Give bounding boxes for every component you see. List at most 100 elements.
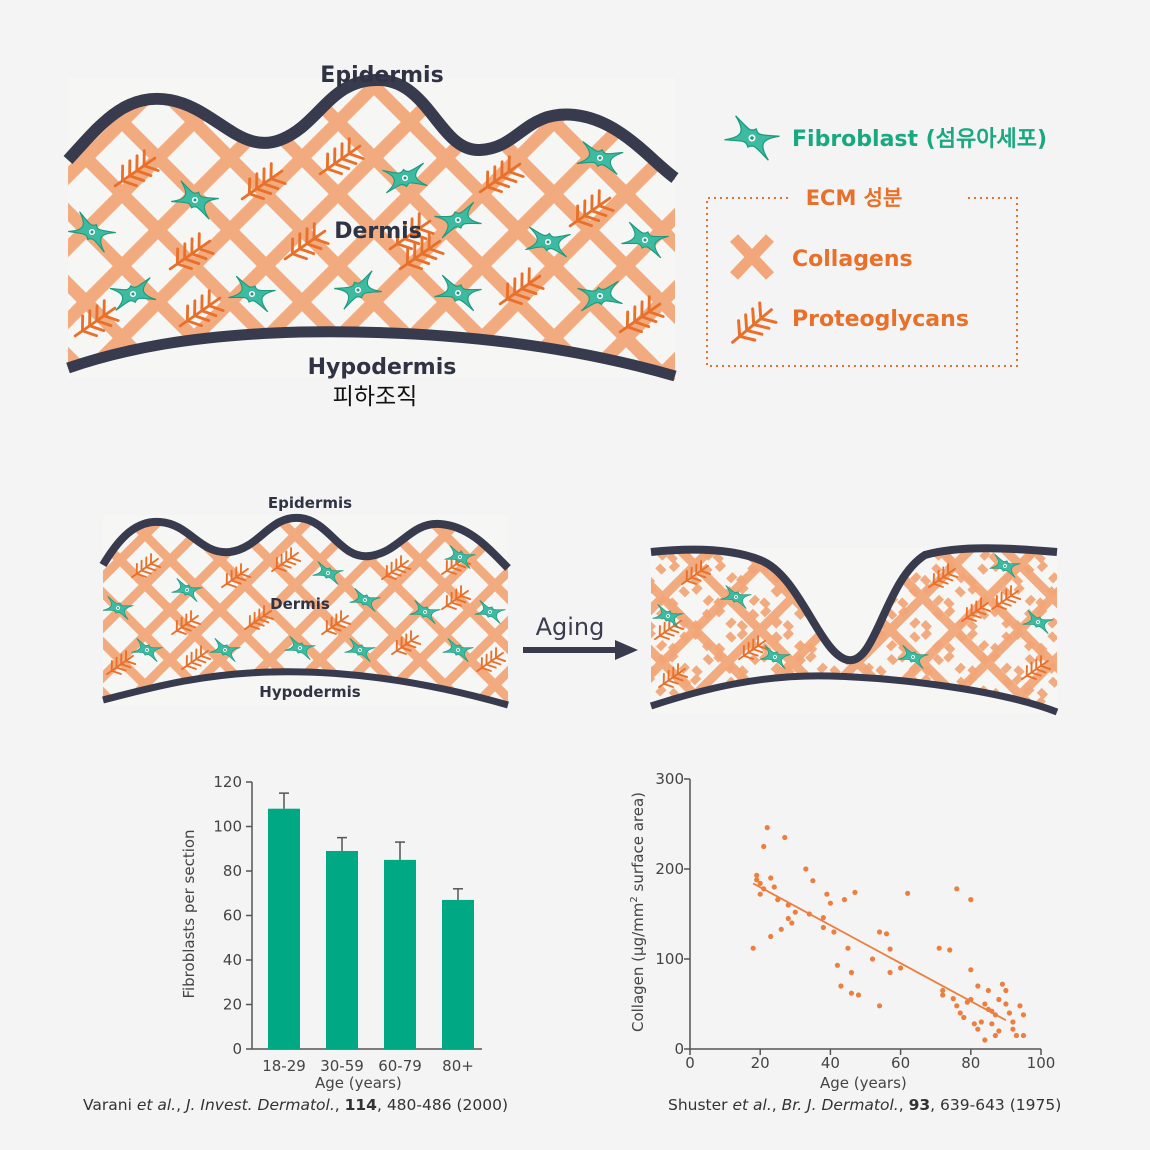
proteoglycan	[476, 647, 507, 673]
scatter-point	[954, 1003, 960, 1009]
proteoglycan	[106, 650, 137, 676]
fibroblast-cell	[442, 638, 474, 662]
fibroblast-cell	[228, 275, 276, 313]
young-dermis-label: Dermis	[270, 595, 330, 613]
collagen-fiber	[1098, 530, 1150, 730]
aged-epidermis-boundary	[650, 544, 1058, 665]
scatter-point	[824, 891, 830, 897]
scatter-point	[848, 969, 855, 976]
collagen-fiber	[852, 60, 1150, 400]
scatter-point	[876, 1003, 883, 1009]
dermis-diagram-large: Epidermis Dermis Hypodermis 피하조직	[63, 60, 1150, 410]
scatter-point	[887, 969, 893, 976]
scatter-point	[1003, 987, 1009, 994]
scatter-point	[1020, 1032, 1027, 1039]
scatter-point	[754, 877, 760, 883]
collagen-fiber	[924, 60, 1150, 400]
scatter-point	[831, 929, 837, 935]
proteoglycan	[928, 563, 959, 589]
scatter-point	[968, 967, 974, 973]
scatter-point	[827, 900, 834, 906]
scatter-point	[961, 1014, 967, 1021]
scatter-point	[820, 924, 826, 931]
scatter-point	[876, 929, 883, 935]
proteoglycan	[221, 563, 252, 589]
proteoglycan	[441, 585, 472, 611]
aging-arrow: Aging	[523, 613, 638, 660]
scatter-point	[803, 866, 809, 872]
aging-label: Aging	[536, 613, 605, 641]
scatter-point	[761, 843, 767, 850]
ecm-legend-box	[706, 197, 1018, 367]
bar-y-tick-label: 20	[223, 996, 242, 1014]
proteoglycan	[1021, 655, 1052, 681]
scatter-point	[754, 872, 760, 878]
collagen-fiber	[1144, 530, 1150, 730]
scatter-x-axis-title: Age (years)	[820, 1074, 907, 1092]
scatter-point	[982, 1037, 988, 1043]
young-epidermis-label: Epidermis	[268, 494, 352, 512]
bar	[326, 850, 358, 1049]
scatter-point	[940, 992, 946, 998]
scatter-point	[869, 956, 876, 962]
scatter-point	[985, 987, 991, 994]
collagen-fiber	[1115, 530, 1150, 730]
scatter-point	[947, 947, 953, 953]
collagen-fiber	[1115, 530, 1150, 730]
scatter-point	[845, 945, 851, 951]
aged-skin-diagram	[649, 530, 1150, 730]
fibroblast-cell	[724, 115, 780, 161]
scatter-x-tick-label: 0	[685, 1054, 695, 1072]
scatter-point	[957, 1010, 963, 1016]
scatter-point	[820, 915, 826, 921]
scatter-point	[1006, 1010, 1013, 1016]
scatter-point	[782, 834, 788, 841]
scatter-x-tick-label: 40	[821, 1054, 840, 1072]
proteoglycan-icon	[731, 301, 778, 344]
young-skin-diagram: Epidermis Dermis Hypodermis	[0, 494, 511, 720]
proteoglycan	[478, 155, 525, 194]
scatter-point	[975, 1026, 981, 1032]
scatter-point	[1003, 1001, 1009, 1007]
fibroblast-cell	[171, 180, 219, 220]
collagen-fiber	[780, 60, 1120, 400]
dermis-label: Dermis	[334, 219, 422, 244]
fibroblast-cell	[989, 554, 1021, 578]
fibroblast-cell	[109, 277, 157, 311]
scatter-point	[792, 909, 798, 915]
scatter-point	[887, 946, 893, 952]
fibroblast-cell	[434, 274, 482, 312]
bar-y-tick-label: 100	[213, 818, 242, 836]
bar	[442, 899, 474, 1049]
fibroblast-cell	[171, 578, 203, 602]
scatter-point	[936, 945, 942, 951]
legend: Fibroblast (섬유아세포) ECM 성분 Collagens Prot…	[706, 115, 1047, 367]
scatter-point	[992, 1032, 998, 1039]
fibroblast-cell	[344, 638, 376, 662]
scatter-point	[950, 996, 956, 1002]
scatter-point	[789, 920, 795, 926]
collagen-fiber	[0, 500, 80, 720]
scatter-point	[841, 897, 848, 903]
hypodermis-boundary	[66, 326, 677, 382]
proteoglycan	[961, 597, 992, 623]
collagen-fiber	[1046, 548, 1057, 712]
bar-category-label: 30-59	[320, 1057, 364, 1075]
fibroblast-bar-chart: 0 20 40 60 80 100 120 18-29 30-59 60-79 80+ Age (…	[83, 773, 508, 1114]
fibroblast-cell	[209, 638, 241, 662]
scatter-point	[768, 875, 774, 881]
scatter-point	[940, 987, 946, 994]
proteoglycan	[171, 610, 202, 636]
proteoglycan	[381, 555, 412, 581]
scatter-y-axis-title: Collagen (μg/mm2 surface area)	[629, 792, 647, 1032]
bar-x-axis-title: Age (years)	[315, 1074, 402, 1092]
collagen-fiber	[406, 517, 508, 705]
proteoglycan	[178, 289, 225, 328]
scatter-point	[1020, 1012, 1027, 1018]
fibroblast-cell	[720, 585, 752, 609]
scatter-y-tick-label: 0	[674, 1040, 684, 1058]
aged-hypodermis-boundary	[649, 672, 1059, 716]
collagen-fiber	[1048, 548, 1057, 712]
fibroblast-cell	[434, 201, 482, 239]
collagen-fiber	[780, 60, 1120, 400]
